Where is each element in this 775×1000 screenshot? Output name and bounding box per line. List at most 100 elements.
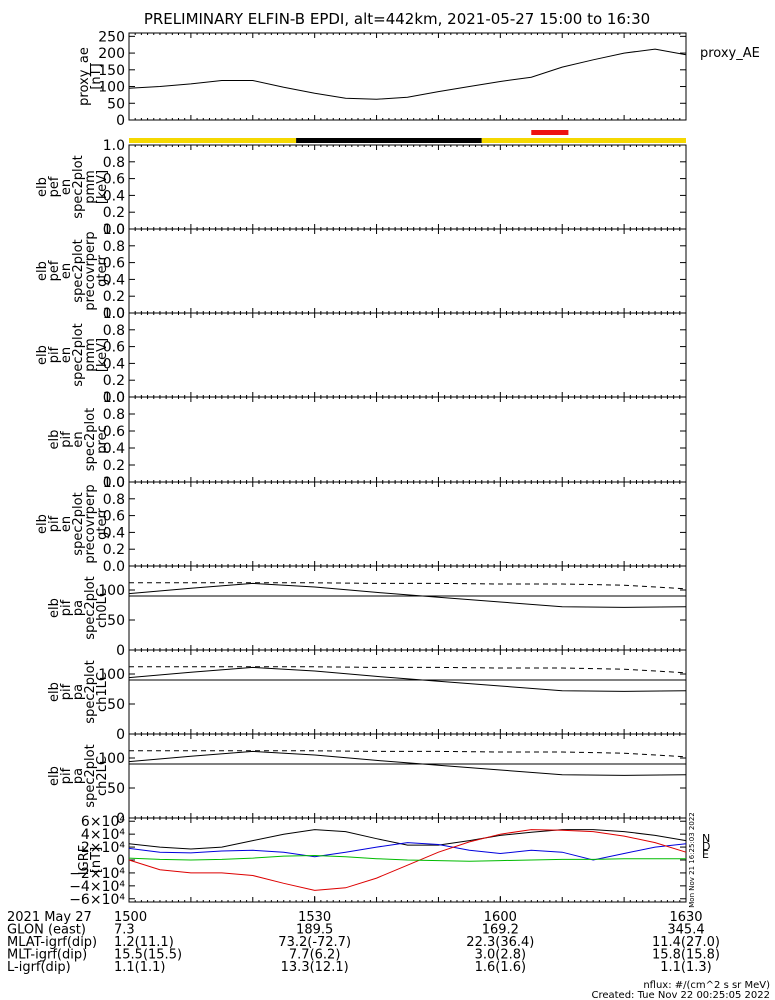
ephem-value: 169.2 <box>482 923 519 938</box>
y-tick-label: 1.0 <box>103 475 125 491</box>
y-tick-label: 0.0 <box>103 559 125 575</box>
legend-e: E <box>702 848 709 861</box>
panel-frame <box>128 649 687 735</box>
ephemeris-table: 2021 May 27 1500 1530 1600 1630 GLON (east) 7.… <box>7 910 720 975</box>
plot-title: PRELIMINARY ELFIN-B EPDI, alt=442km, 202… <box>144 10 650 28</box>
status-segment <box>129 138 297 143</box>
panel-pif-precovrperp: 0.00.20.40.60.81.0elbpifenspec2plotpreco… <box>35 475 687 575</box>
series-dashed <box>129 582 687 590</box>
panel-frame <box>128 144 687 230</box>
y-tick-label: 100 <box>98 80 125 96</box>
y-axis-label-line: spec2plot <box>83 576 98 639</box>
y-axis-label-line: spec2plot <box>71 155 86 218</box>
y-tick-label: 2×10⁴ <box>81 840 125 856</box>
ephem-row-label: L-igrf(dip) <box>7 960 71 975</box>
y-axis-label-line: gterr <box>95 507 110 539</box>
y-tick-label: 0.4 <box>103 356 125 372</box>
y-axis-label-line: en <box>59 263 74 279</box>
y-tick-label: 50 <box>107 697 125 713</box>
y-tick-label: 0 <box>116 113 125 129</box>
y-tick-label: 0.6 <box>103 172 125 188</box>
y-axis-label-line: spec2plot <box>71 323 86 386</box>
panel-pef-pmm: 0.00.20.40.60.81.0elbpefenspec2plotpmm[k… <box>35 138 687 238</box>
y-tick-label: 0.4 <box>103 525 125 541</box>
y-tick-label: 1.0 <box>103 306 125 322</box>
panel-pef-precovrperp: 0.00.20.40.60.81.0elbpefenspec2plotpreco… <box>35 222 687 322</box>
y-tick-label: 0 <box>116 853 125 869</box>
series-solid-curve <box>128 750 687 776</box>
ephem-value: 15.8(15.8) <box>652 948 720 963</box>
y-axis-label-line: spec2plot <box>71 239 86 302</box>
flux-units: nflux: #/(cm^2 s sr MeV) <box>643 980 770 991</box>
y-axis-label-line: pef <box>47 176 62 197</box>
y-tick-label: 0.0 <box>103 475 125 491</box>
ephem-value: 345.4 <box>667 923 704 938</box>
y-axis-label: IGRF[nT] <box>77 845 104 875</box>
ephem-value: 7.7(6.2) <box>289 948 341 963</box>
status-segment <box>481 138 686 143</box>
y-tick-label: 0.6 <box>103 509 125 525</box>
series-dashed <box>129 750 687 758</box>
panel-frame <box>128 481 687 567</box>
y-tick-label: 1.0 <box>103 138 125 154</box>
y-tick-label: 150 <box>98 63 125 79</box>
y-axis-label-line: en <box>59 516 74 532</box>
panel-frame <box>128 396 687 483</box>
y-tick-label: 0.8 <box>103 155 125 171</box>
ephem-value: 15.5(15.5) <box>114 948 182 963</box>
y-tick-label: −2×10⁴ <box>69 866 125 882</box>
legend-d: D <box>702 840 710 853</box>
series-solid-curve <box>128 582 687 608</box>
y-tick-label: 1.0 <box>103 390 125 406</box>
ephem-value: 1500 <box>114 910 147 925</box>
y-axis-label-line: en <box>59 179 74 195</box>
y-axis-label-line: elb <box>35 345 50 365</box>
y-axis-label-line: pif <box>59 767 74 784</box>
ephem-value: 1530 <box>298 910 331 925</box>
y-tick-label: 0 <box>116 811 125 827</box>
y-axis-label-line: pef <box>47 260 62 281</box>
y-tick-label: 6×10⁴ <box>81 814 125 830</box>
y-tick-label: 0.2 <box>103 373 125 389</box>
y-tick-label: 0.2 <box>103 205 125 221</box>
ephem-row-label: MLT-igrf(dip) <box>7 948 87 963</box>
y-axis-label-line: pif <box>59 683 74 700</box>
y-axis-label-line: pif <box>59 431 74 448</box>
ephem-row-label: 2021 May 27 <box>7 910 92 925</box>
y-tick-label: 0.4 <box>103 272 125 288</box>
y-axis-label-line: pa <box>71 600 86 616</box>
y-axis-label-line: spec2plot <box>71 492 86 555</box>
panel-status-bar <box>129 130 686 143</box>
y-axis-label-line: [keV] <box>95 338 110 372</box>
y-tick-label: 1.0 <box>103 222 125 238</box>
y-axis-label-line: elb <box>35 261 50 281</box>
y-tick-label: 4×10⁴ <box>81 827 125 843</box>
ephem-value: 7.3 <box>114 923 135 938</box>
panel-frame <box>128 228 687 314</box>
ephem-value: 1.1(1.1) <box>114 960 166 975</box>
y-tick-label: 0.8 <box>103 492 125 508</box>
series-dashed <box>129 666 687 674</box>
y-tick-label: 100 <box>98 751 125 767</box>
ephem-value: 189.5 <box>296 923 333 938</box>
y-axis-label-line: pmm <box>83 338 98 372</box>
ephem-row-label: MLAT-igrf(dip) <box>7 935 97 950</box>
y-axis-label-line: precovrperp <box>83 484 98 563</box>
y-tick-label: 0.2 <box>103 458 125 474</box>
y-tick-label: 0.0 <box>103 306 125 322</box>
y-tick-label: 0.0 <box>103 222 125 238</box>
y-tick-label: 50 <box>107 781 125 797</box>
panel-frame <box>128 733 687 819</box>
series-total <box>128 829 687 850</box>
y-axis-label-line: ch1LC <box>95 672 110 712</box>
